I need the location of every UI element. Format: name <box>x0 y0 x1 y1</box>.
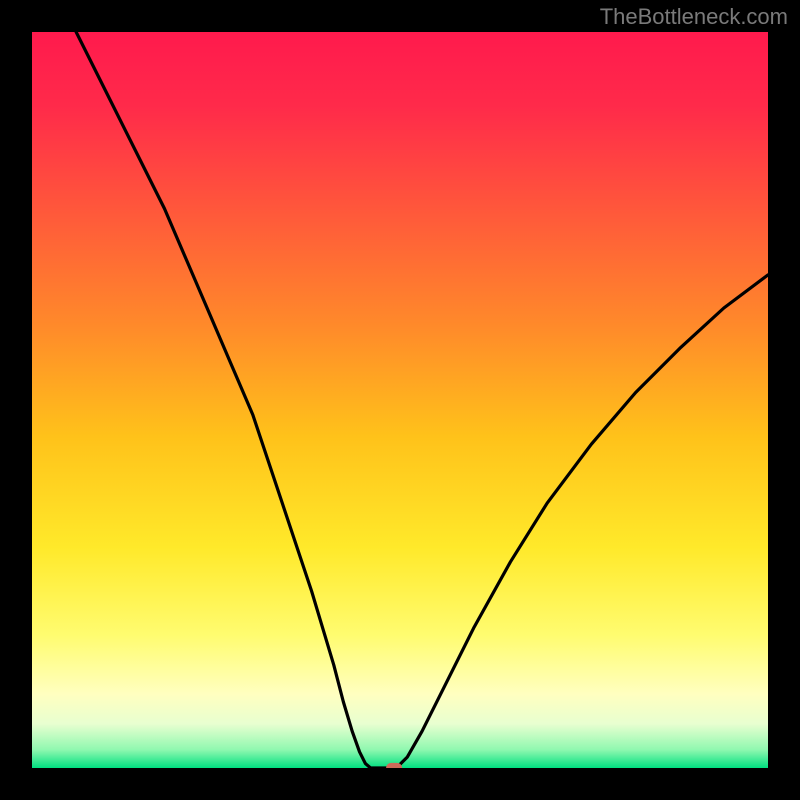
optimal-point-marker <box>386 763 402 773</box>
chart-frame: TheBottleneck.com <box>0 0 800 800</box>
watermark-text: TheBottleneck.com <box>600 4 788 30</box>
bottleneck-curve-plot <box>0 0 800 800</box>
gradient-background <box>32 32 768 768</box>
